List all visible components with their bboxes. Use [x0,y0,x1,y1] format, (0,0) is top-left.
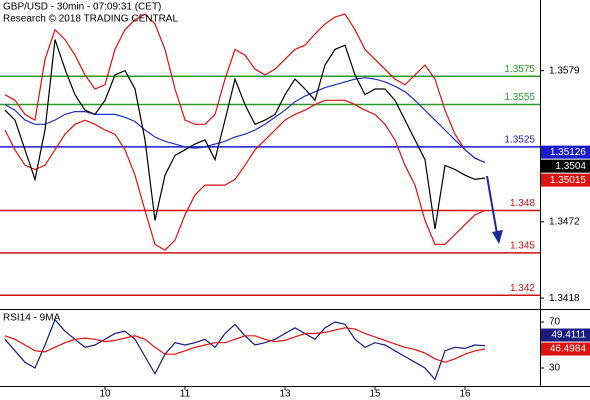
value-box-label: 1.3504 [555,161,586,172]
y-tick-label: 1.3472 [549,216,580,227]
chart-title: GBP/USD - 30min - 07:09:31 (CET) [3,2,161,13]
level-label: 1.345 [510,241,535,252]
level-label: 1.348 [510,198,535,209]
value-box [541,328,590,342]
level-label: 1.3555 [504,92,535,103]
y-tick-label: 30 [549,363,561,374]
y-tick-label: 1.3418 [549,293,580,304]
y-tick-label: 70 [549,317,561,328]
value-box-label: 1.35015 [550,175,587,186]
value-box [541,342,590,356]
x-tick-label: 11 [180,389,191,400]
level-label: 1.342 [510,283,535,294]
arrow-head [492,230,503,244]
series-line [4,327,486,363]
x-tick-label: 15 [369,389,381,400]
y-tick-label: 1.3579 [549,65,580,76]
level-label: 1.3525 [504,135,535,146]
x-tick-label: 10 [99,389,111,400]
value-box-label: 46.4984 [550,344,587,355]
series-line [4,39,486,229]
value-box [541,173,590,187]
level-label: 1.3575 [504,64,535,75]
x-tick-label: 13 [279,389,291,400]
forecast-arrow [486,175,503,244]
series-line [4,13,486,164]
arrow-shaft [486,175,498,235]
plot-area: 1.3579 1.3472 1.3418 1.3575 1.3555 1.3525 1.34… [0,13,590,400]
series-line [4,99,486,251]
x-tick-label: 16 [459,389,471,400]
value-box [541,145,590,159]
rsi-title: RSI14 - 9MA [3,313,61,324]
value-box [541,159,590,173]
series-line [4,77,486,164]
value-box-label: 1.35126 [550,147,587,158]
value-box-label: 49.4111 [551,330,586,341]
chart-subtitle: Research © 2018 TRADING CENTRAL [3,14,178,25]
